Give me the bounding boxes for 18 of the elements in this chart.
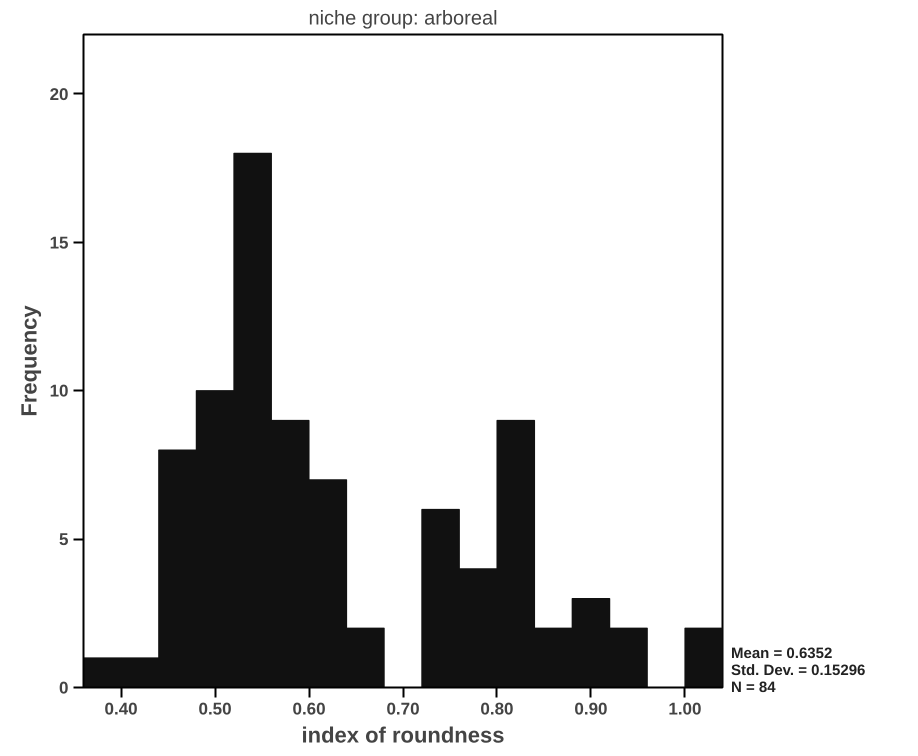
x-tick-label: 0.50 — [198, 700, 232, 718]
x-axis-title: index of roundness — [302, 722, 504, 748]
chart-title: niche group: arboreal — [308, 8, 498, 30]
y-axis-title: Frequency — [16, 304, 42, 417]
text: N = 84 — [731, 679, 777, 696]
text: Std. Dev. = 0.15296 — [731, 662, 866, 679]
x-tick-label: 0.90 — [574, 700, 608, 718]
x-tick-label: 0.60 — [292, 700, 326, 718]
x-tick-label: 0.70 — [386, 700, 420, 718]
x-tick-label: 1.00 — [668, 700, 702, 718]
text: Mean = 0.6352 — [731, 645, 834, 662]
y-tick-label: 10 — [50, 382, 69, 401]
y-tick-label: 20 — [50, 84, 69, 104]
y-tick-label: 0 — [59, 678, 69, 698]
y-tick-label: 5 — [59, 530, 69, 550]
x-tick-label: 0.80 — [480, 700, 514, 718]
y-tick-label: 15 — [50, 233, 69, 252]
x-tick-label: 0.40 — [104, 700, 138, 718]
